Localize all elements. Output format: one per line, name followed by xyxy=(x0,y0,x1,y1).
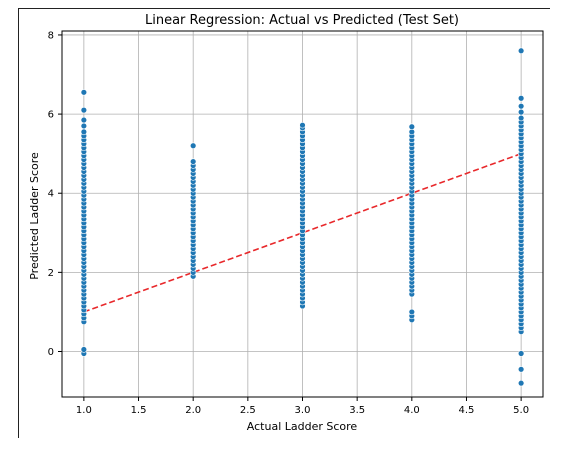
reference-line-group xyxy=(83,152,522,313)
data-point xyxy=(517,95,525,102)
reference-line xyxy=(83,152,522,313)
x-tick-label: 4.0 xyxy=(404,405,420,416)
x-tick-label: 1.5 xyxy=(131,405,147,416)
x-tick-label: 2.0 xyxy=(185,405,201,416)
data-points xyxy=(80,47,525,387)
frame-top-border xyxy=(18,8,550,9)
y-tick-label: 4 xyxy=(48,189,54,200)
frame-left-border xyxy=(18,8,19,438)
x-tick-label: 1.0 xyxy=(76,405,92,416)
data-point xyxy=(517,102,525,110)
data-point xyxy=(517,350,525,357)
data-point xyxy=(408,308,416,316)
y-tick-label: 2 xyxy=(48,268,54,279)
y-axis-label: Predicted Ladder Score xyxy=(28,152,41,280)
x-tick-label: 4.5 xyxy=(459,405,475,416)
data-point xyxy=(517,114,525,122)
data-point xyxy=(299,121,306,129)
y-tick-label: 0 xyxy=(48,347,54,358)
data-point xyxy=(80,128,88,136)
data-point xyxy=(80,346,88,353)
x-tick-label: 3.5 xyxy=(349,405,365,416)
x-tick-label: 2.5 xyxy=(240,405,256,416)
data-point xyxy=(189,142,197,149)
data-point xyxy=(517,379,525,387)
data-point xyxy=(517,108,525,116)
chart-title: Linear Regression: Actual vs Predicted (… xyxy=(145,13,459,28)
data-point xyxy=(80,122,88,130)
data-point xyxy=(80,89,88,96)
x-ticks: 1.0 1.5 2.0 2.5 3.0 3.5 4.0 4.5 5.0 xyxy=(76,397,529,416)
data-point xyxy=(408,123,416,130)
data-point xyxy=(189,158,197,165)
data-point xyxy=(80,116,88,124)
y-tick-label: 6 xyxy=(48,110,54,121)
x-tick-label: 5.0 xyxy=(513,405,529,416)
data-point xyxy=(517,47,525,54)
data-point xyxy=(80,106,88,114)
x-axis-label: Actual Ladder Score xyxy=(247,420,358,433)
y-ticks: 0 2 4 6 8 xyxy=(48,30,62,358)
data-point xyxy=(517,366,525,373)
x-tick-label: 3.0 xyxy=(295,405,311,416)
y-tick-label: 8 xyxy=(48,30,54,41)
